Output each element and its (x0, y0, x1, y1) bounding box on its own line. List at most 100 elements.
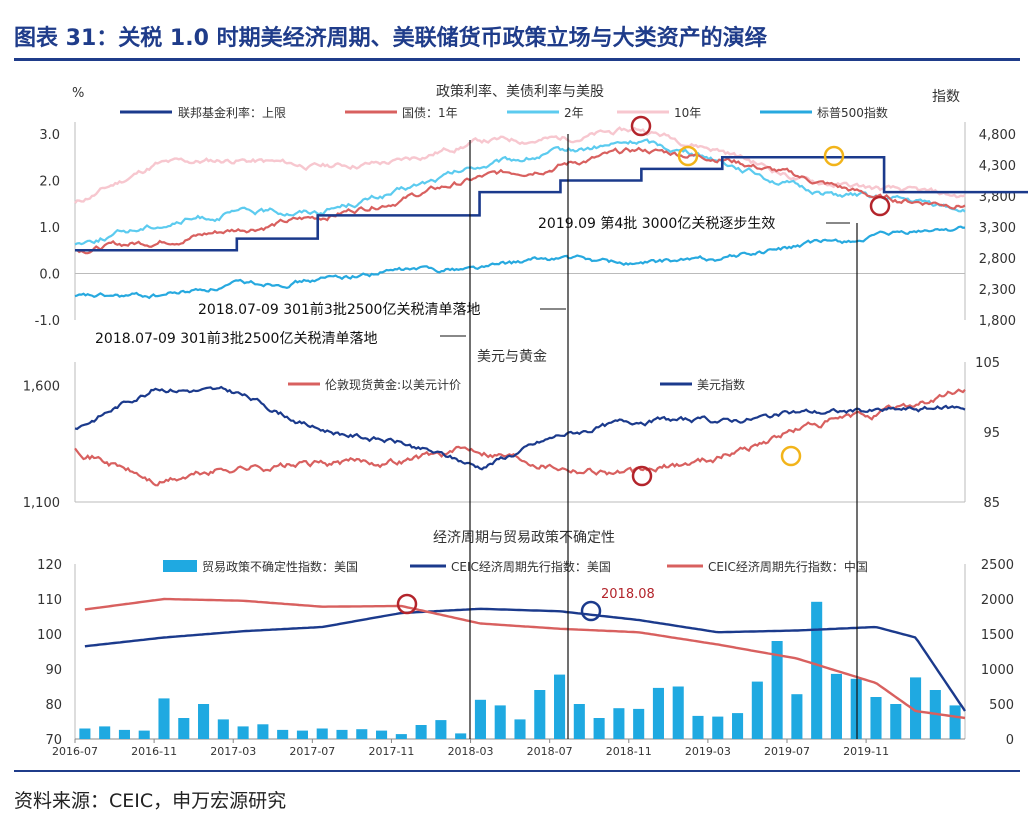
tpu-bar (712, 716, 724, 739)
panel3-xtick: 2016-07 (52, 745, 98, 758)
panel1-ytick-right: 2,800 (979, 252, 1016, 267)
panel1-ylabel-right: 指数 (932, 89, 960, 105)
legend-cn-lei-label: CEIC经济周期先行指数：中国 (708, 559, 868, 574)
panel1-ytick-left: 2.0 (39, 175, 60, 190)
tpu-bar (672, 686, 684, 739)
series-us-lei-line (84, 607, 967, 712)
series-4-line (74, 225, 966, 300)
panel3-ytick-left: 110 (37, 593, 62, 608)
marker-red-p1-peak (630, 115, 652, 137)
tpu-bar (633, 708, 645, 739)
panel2-series (74, 385, 966, 487)
tpu-bar (237, 726, 249, 739)
panel2-axes: 1,600 1,100 105 95 85 (23, 356, 1000, 511)
marker-gold-p1-a (677, 145, 699, 167)
panel1-ytick-right: 2,300 (979, 283, 1016, 298)
tpu-bar (474, 699, 486, 739)
tpu-bar (751, 681, 763, 739)
tpu-bar (732, 713, 744, 739)
highlight-markers (396, 115, 891, 622)
bottom-divider (14, 770, 1020, 772)
panel1-ytick-left: -1.0 (35, 314, 60, 329)
panel2-ytick-left: 1,600 (23, 379, 60, 394)
panel3-xtick: 2019-11 (843, 745, 889, 758)
panel3-xtick: 2017-11 (368, 745, 414, 758)
marker-blue-p3 (580, 600, 602, 622)
tpu-bar (692, 715, 704, 739)
source-note: 资料来源：CEIC，申万宏源研究 (14, 790, 287, 812)
panel3-ytick-right: 1000 (981, 663, 1014, 678)
panel3-title: 经济周期与贸易政策不确定性 (433, 529, 615, 546)
marker-red-p1-low (869, 195, 891, 217)
panel1-ytick-left: 3.0 (39, 128, 60, 143)
panel2-ytick-right: 95 (983, 426, 1000, 441)
tpu-bar (771, 641, 783, 739)
tpu-bar (850, 678, 862, 739)
tpu-bar (198, 704, 210, 739)
tpu-bar (811, 601, 823, 739)
annotation-2019-09: 2019.09 第4批 3000亿关税逐步生效 (538, 215, 775, 232)
panel2-ytick-right: 85 (983, 496, 1000, 511)
panel3-xtick: 2018-03 (448, 745, 494, 758)
panel1-ylabel-left: % (72, 86, 84, 101)
panel3-xtick: 2017-07 (289, 745, 335, 758)
annotation-2018-07-a: 2018.07-09 301前3批2500亿关税清单落地 (198, 301, 480, 318)
legend-10y-label: 10年 (674, 106, 701, 120)
panel3-bars (79, 601, 961, 739)
tpu-bar (296, 730, 308, 739)
tpu-bar (455, 733, 467, 739)
tpu-bar (79, 728, 91, 739)
legend-us-lei-label: CEIC经济周期先行指数：美国 (451, 559, 611, 574)
panel3-ytick-right: 2500 (981, 558, 1014, 573)
panel3-xtick: 2018-11 (606, 745, 652, 758)
panel3-ytick-right: 0 (1006, 733, 1014, 748)
tpu-bar (554, 674, 566, 739)
legend-tpu-swatch (163, 560, 197, 572)
tpu-bar (870, 697, 882, 739)
legend-2y-label: 2年 (564, 106, 584, 120)
series-2-line (74, 138, 966, 246)
tpu-bar (178, 718, 190, 739)
page-title: 图表 31：关税 1.0 时期美经济周期、美联储货币政策立场与大类资产的演绎 (14, 26, 767, 51)
tpu-bar (277, 729, 289, 739)
title-divider (14, 58, 1020, 61)
tpu-bar (830, 673, 842, 739)
panel1-series (74, 126, 1028, 300)
tpu-bar (791, 694, 803, 739)
tpu-bar (257, 724, 269, 739)
panel3-legend: 贸易政策不确定性指数：美国 CEIC经济周期先行指数：美国 CEIC经济周期先行… (163, 559, 868, 574)
tpu-bar (336, 729, 348, 739)
panel3-xtick: 2017-03 (210, 745, 256, 758)
tpu-bar (99, 726, 111, 739)
panel1-ytick-right: 4,300 (979, 159, 1016, 174)
legend-1y-label: 国债：1年 (402, 106, 458, 120)
tpu-bar (356, 729, 368, 739)
panel1-ytick-right: 4,800 (979, 128, 1016, 143)
panel3-xtick: 2019-03 (685, 745, 731, 758)
series-gold-line (74, 388, 966, 487)
tpu-bar (435, 720, 447, 739)
tpu-bar (376, 730, 388, 739)
panel3-xtick: 2018-07 (527, 745, 573, 758)
tpu-bar (593, 718, 605, 739)
panel3-ytick-right: 2000 (981, 593, 1014, 608)
tpu-bar (395, 734, 407, 739)
panel2-ytick-right: 105 (975, 356, 1000, 371)
tpu-bar (316, 728, 328, 739)
annotation-2018-07-b: 2018.07-09 301前3批2500亿关税清单落地 (95, 330, 377, 347)
tpu-bar (573, 704, 585, 739)
panel3-series (84, 597, 967, 720)
panel2-ytick-left: 1,100 (23, 496, 60, 511)
legend-fed-label: 联邦基金利率：上限 (178, 105, 286, 120)
series-cn-lei-line (84, 597, 966, 720)
legend-tpu-label: 贸易政策不确定性指数：美国 (202, 559, 358, 574)
tpu-bar (890, 704, 902, 739)
series-fed-funds-line (75, 155, 1028, 252)
series-1-line (74, 146, 966, 255)
legend-gold-label: 伦敦现货黄金:以美元计价 (325, 377, 461, 392)
annotation-2018-08: 2018.08 (601, 587, 655, 602)
panel3-xtick: 2016-11 (131, 745, 177, 758)
tpu-bar (138, 730, 150, 739)
tpu-bar (217, 719, 229, 739)
panel1-ytick-right: 3,800 (979, 190, 1016, 205)
